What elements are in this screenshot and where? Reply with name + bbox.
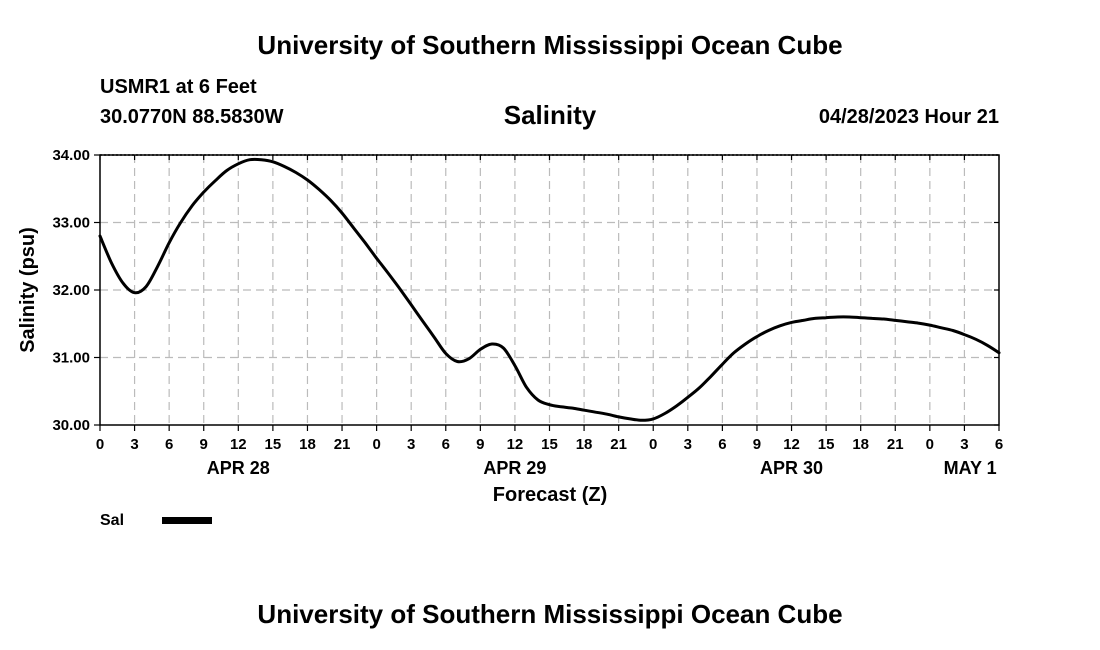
x-tick-label: 18 — [852, 436, 869, 453]
x-tick-label: 6 — [442, 436, 450, 453]
x-tick-label: 15 — [265, 436, 282, 453]
x-tick-label: 3 — [407, 436, 415, 453]
grid-layer — [100, 155, 999, 425]
x-tick-label: 12 — [507, 436, 524, 453]
x-tick-label: 0 — [372, 436, 380, 453]
page-title: University of Southern Mississippi Ocean… — [257, 30, 843, 60]
y-tick-label: 34.00 — [52, 147, 90, 164]
y-tick-label: 32.00 — [52, 282, 90, 299]
x-tick-label: 9 — [200, 436, 208, 453]
x-tick-label: 18 — [576, 436, 593, 453]
legend-swatch — [162, 517, 212, 524]
chart-title: Salinity — [503, 100, 597, 130]
date-label: APR 29 — [483, 458, 546, 478]
x-tick-label: 0 — [926, 436, 934, 453]
x-tick-label: 9 — [753, 436, 761, 453]
tick-layer — [94, 154, 1000, 431]
date-label: APR 30 — [760, 458, 823, 478]
x-tick-label: 6 — [718, 436, 726, 453]
date-label: MAY 1 — [944, 458, 997, 478]
x-tick-label: 0 — [649, 436, 657, 453]
label-layer: 0 3 6 9 12 15 18 21 0 3 6 9 12 15 18 21 0 3 6 9 12 15 18 21 0 3 6 3… — [52, 147, 1003, 478]
x-tick-label: 21 — [887, 436, 904, 453]
footer-title: University of Southern Mississippi Ocean… — [257, 599, 843, 629]
y-tick-label: 30.00 — [52, 417, 90, 434]
x-tick-label: 21 — [334, 436, 351, 453]
y-tick-label: 33.00 — [52, 215, 90, 232]
salinity-series-line — [98, 157, 1001, 422]
x-tick-label: 15 — [818, 436, 835, 453]
x-tick-label: 12 — [230, 436, 247, 453]
x-tick-label: 3 — [960, 436, 968, 453]
x-tick-label: 9 — [476, 436, 484, 453]
x-tick-label: 12 — [783, 436, 800, 453]
legend-label: Sal — [100, 512, 124, 529]
x-tick-label: 3 — [684, 436, 692, 453]
x-tick-label: 18 — [299, 436, 316, 453]
x-tick-label: 21 — [610, 436, 627, 453]
station-label: USMR1 at 6 Feet — [100, 76, 257, 98]
y-tick-label: 31.00 — [52, 350, 90, 367]
x-tick-label: 6 — [995, 436, 1003, 453]
y-axis-title: Salinity (psu) — [17, 227, 39, 353]
x-axis-title: Forecast (Z) — [493, 484, 607, 506]
forecast-datetime: 04/28/2023 Hour 21 — [818, 106, 999, 128]
x-tick-label: 15 — [541, 436, 558, 453]
x-tick-label: 0 — [96, 436, 104, 453]
x-tick-label: 3 — [130, 436, 138, 453]
station-coordinates: 30.0770N 88.5830W — [100, 106, 284, 128]
date-label: APR 28 — [207, 458, 270, 478]
x-tick-label: 6 — [165, 436, 173, 453]
